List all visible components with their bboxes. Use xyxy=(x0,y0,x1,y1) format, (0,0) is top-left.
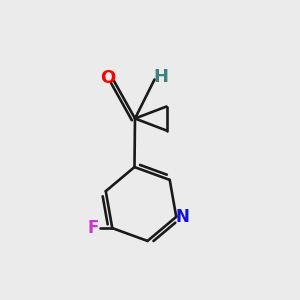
Text: O: O xyxy=(100,69,115,87)
Text: N: N xyxy=(176,208,190,226)
Text: F: F xyxy=(88,219,99,237)
Text: H: H xyxy=(154,68,169,85)
